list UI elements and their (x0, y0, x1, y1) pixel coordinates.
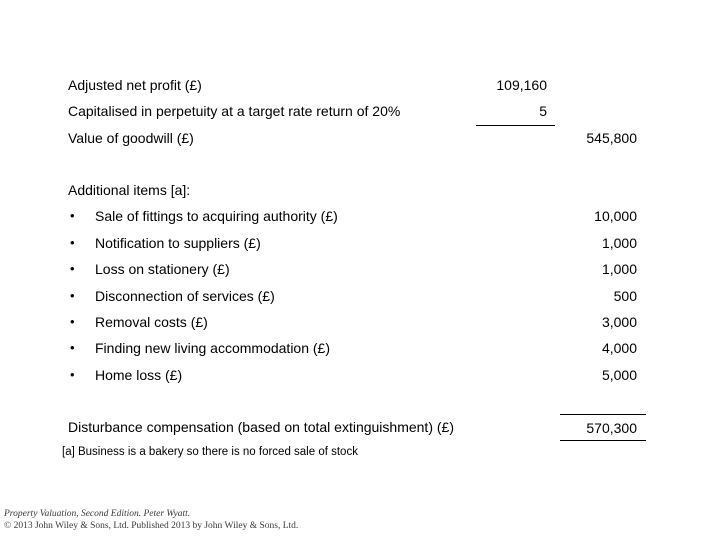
footer-book-title: Property Valuation, Second Edition. Pete… (4, 509, 191, 519)
value-of-goodwill-label: Value of goodwill (£) (68, 129, 194, 146)
item-label: Home loss (£) (95, 366, 183, 383)
bullet-icon: • (70, 366, 75, 382)
bullet-item-row: • Sale of fittings to acquiring authorit… (0, 203, 720, 229)
item-value: 1,000 (601, 234, 637, 251)
row-additional-items-heading: Additional items [a]: (0, 177, 720, 203)
item-label: Loss on stationery (£) (95, 261, 230, 278)
capitalised-multiplier-value: 5 (476, 98, 555, 126)
capitalised-label: Capitalised in perpetuity at a target ra… (68, 103, 401, 120)
item-label: Removal costs (£) (95, 314, 208, 330)
bullet-icon: • (70, 340, 75, 356)
row-disturbance-compensation: Disturbance compensation (based on total… (0, 414, 720, 441)
bullet-item-row: • Loss on stationery (£) 1,000 (0, 256, 720, 282)
slide-footer: Property Valuation, Second Edition. Pete… (4, 509, 298, 532)
bullet-icon: • (70, 208, 75, 224)
adjusted-net-profit-label: Adjusted net profit (£) (68, 77, 202, 93)
bullet-icon: • (70, 314, 75, 329)
disturbance-compensation-total-value: 570,300 (560, 414, 646, 441)
item-value: 3,000 (601, 314, 637, 330)
bullet-item-row: • Home loss (£) 5,000 (0, 362, 720, 388)
row-value-of-goodwill: Value of goodwill (£) 545,800 (0, 125, 720, 151)
value-of-goodwill-value: 545,800 (586, 129, 637, 146)
item-label: Disconnection of services (£) (95, 287, 275, 304)
item-label: Sale of fittings to acquiring authority … (95, 208, 338, 225)
item-label: Notification to suppliers (£) (95, 234, 261, 251)
item-value: 10,000 (594, 208, 637, 225)
item-label: Finding new living accommodation (£) (95, 340, 330, 357)
item-value: 5,000 (601, 366, 637, 383)
footnote: [a] Business is a bakery so there is no … (62, 446, 358, 458)
bullet-icon: • (70, 287, 75, 303)
item-value: 4,000 (601, 340, 637, 357)
disturbance-compensation-label: Disturbance compensation (based on total… (68, 419, 454, 435)
bullet-item-row: • Notification to suppliers (£) 1,000 (0, 230, 720, 256)
bullet-item-row: • Disconnection of services (£) 500 (0, 283, 720, 309)
bullet-icon: • (70, 261, 75, 277)
additional-items-heading: Additional items [a]: (68, 182, 191, 198)
bullet-item-row: • Removal costs (£) 3,000 (0, 309, 720, 335)
footer-copyright: © 2013 John Wiley & Sons, Ltd. Published… (4, 520, 299, 531)
row-capitalised: Capitalised in perpetuity at a target ra… (0, 98, 720, 126)
item-value: 500 (613, 287, 637, 304)
item-value: 1,000 (601, 261, 637, 278)
adjusted-net-profit-value: 109,160 (496, 77, 547, 93)
row-adjusted-net-profit: Adjusted net profit (£) 109,160 (0, 72, 720, 98)
bullet-icon: • (70, 234, 75, 250)
bullet-item-row: • Finding new living accommodation (£) 4… (0, 335, 720, 361)
